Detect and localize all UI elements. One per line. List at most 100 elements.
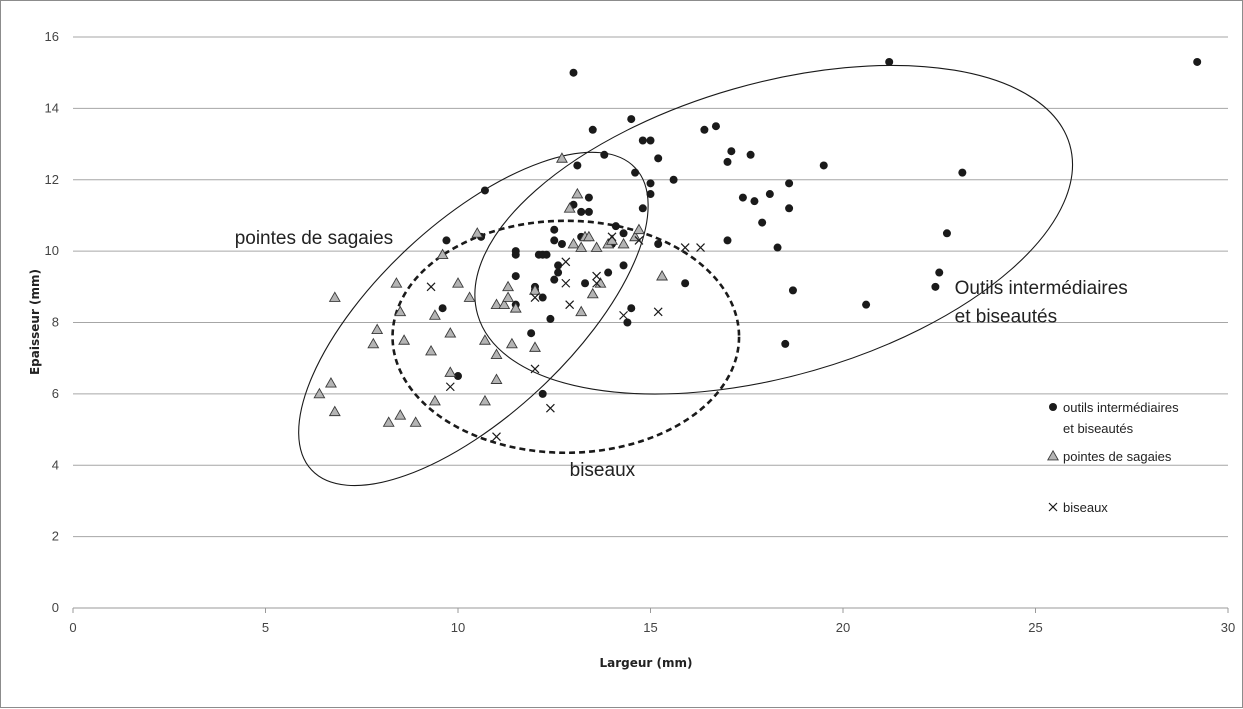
axes	[72, 607, 1229, 613]
y-tick-label: 4	[52, 457, 59, 472]
circle-point	[654, 239, 663, 248]
circle-point	[646, 179, 655, 188]
circle-point	[773, 243, 782, 252]
triangle-point	[529, 284, 541, 295]
circle-point	[604, 268, 613, 277]
triangle-point	[529, 341, 541, 352]
circle-point	[885, 57, 894, 66]
cross-point	[561, 257, 571, 267]
circle-point	[511, 247, 520, 256]
data-points	[313, 57, 1202, 442]
circle-point	[785, 179, 794, 188]
circle-point	[646, 136, 655, 145]
circle-point	[538, 293, 547, 302]
circle-point	[627, 304, 636, 313]
triangle-point	[502, 291, 515, 302]
y-tick-label: 10	[45, 243, 59, 258]
circle-point	[584, 207, 593, 216]
circle-point	[573, 161, 582, 170]
circle-point	[738, 193, 747, 202]
circle-point	[758, 218, 767, 227]
cross-point	[680, 243, 690, 252]
legend-label: et biseautés	[1063, 421, 1134, 436]
circle-point	[550, 236, 559, 245]
triangle-point	[505, 337, 518, 349]
triangle-point	[490, 298, 503, 310]
circle-point	[711, 122, 720, 131]
triangle-point	[575, 241, 588, 252]
y-axis-title: Epaisseur (mm)	[28, 269, 42, 375]
circle-point	[454, 372, 462, 381]
y-tick-label: 6	[52, 386, 59, 401]
circle-point	[611, 222, 620, 231]
triangle-point	[490, 348, 503, 359]
triangle-point	[444, 327, 457, 338]
triangle-point	[409, 416, 422, 427]
triangle-point	[590, 241, 603, 252]
cross-point	[592, 271, 602, 281]
triangle-point	[367, 337, 380, 349]
triangle-point	[617, 237, 630, 249]
circle-point	[723, 157, 732, 166]
circle-point	[669, 175, 678, 184]
y-tick-label: 16	[45, 29, 59, 44]
cross-point	[545, 403, 555, 413]
triangle-point	[463, 291, 476, 302]
triangle-point	[656, 269, 669, 281]
y-tick-label: 8	[52, 315, 59, 330]
circle-point	[723, 236, 732, 245]
circle-point	[942, 229, 951, 238]
cross-point	[445, 382, 455, 392]
circle-point	[538, 389, 547, 398]
circle-point	[569, 68, 578, 77]
circle-point	[781, 339, 790, 348]
x-tick-label: 0	[69, 620, 76, 635]
triangle-point	[328, 405, 341, 417]
circle-point	[527, 329, 536, 338]
circle-point	[727, 147, 736, 156]
legend-triangle-marker	[1047, 449, 1059, 461]
region-ellipse	[474, 64, 1074, 395]
triangle-point	[428, 394, 441, 406]
x-axis-title: Largeur (mm)	[599, 656, 692, 670]
cross-point	[426, 282, 436, 292]
circle-point	[619, 229, 628, 238]
triangle-point	[428, 309, 441, 320]
y-tick-label: 14	[45, 100, 59, 115]
circle-point	[550, 275, 559, 284]
triangle-point	[394, 409, 407, 420]
triangle-point	[324, 377, 337, 388]
circle-point	[646, 190, 655, 199]
cross-point	[619, 310, 628, 320]
group-annotation: pointes de sagaies	[235, 228, 393, 249]
circle-point	[480, 186, 489, 195]
legend-label: outils intermédiaires	[1063, 400, 1179, 415]
triangle-point	[632, 223, 645, 235]
circle-point	[1193, 57, 1202, 66]
y-tick-label: 2	[52, 529, 59, 544]
circle-point	[588, 125, 597, 134]
circle-point	[542, 250, 551, 259]
triangle-point	[567, 237, 580, 249]
triangle-point	[394, 305, 407, 317]
circle-point	[931, 282, 940, 291]
circle-point	[577, 207, 586, 216]
circle-point	[554, 268, 563, 277]
triangle-point	[478, 394, 491, 406]
circle-point	[638, 204, 647, 213]
triangle-point	[555, 152, 568, 163]
circle-point	[819, 161, 828, 170]
triangle-point	[382, 416, 395, 427]
triangle-point	[575, 305, 588, 317]
tick-labels: 0 2 4 6 8 10 12 14 16 0 5 10 15 20 25 30	[45, 29, 1236, 635]
triangle-point	[371, 323, 384, 334]
circle-point	[700, 125, 709, 134]
x-tick-label: 5	[262, 620, 269, 635]
circle-point	[442, 236, 451, 245]
circle-point	[681, 279, 690, 288]
triangle-point	[498, 298, 511, 310]
circle-point	[557, 239, 566, 248]
triangle-point	[582, 230, 595, 242]
circle-point	[631, 168, 640, 177]
